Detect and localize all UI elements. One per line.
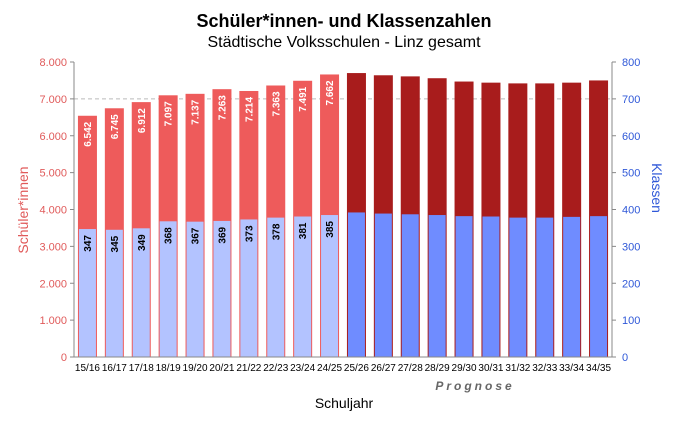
bar-klassen-34-35 <box>590 216 608 357</box>
data-label-klassen: 368 <box>164 227 175 244</box>
labels-layer: 15/16 6.542 347 16/17 6.745 345 17/18 6.912 349 1… <box>75 80 612 374</box>
data-label-klassen: 347 <box>83 235 94 252</box>
y-left-tick-label: 8.000 <box>39 57 67 69</box>
y-left-tick-label: 6.000 <box>39 131 67 143</box>
bar-klassen-18-19 <box>159 221 177 357</box>
x-tick-label: 26/27 <box>371 363 396 374</box>
data-label-schueler: 6.542 <box>83 121 94 146</box>
data-label-schueler: 6.745 <box>110 114 121 139</box>
bar-klassen-26-27 <box>374 213 392 357</box>
x-tick-label: 20/21 <box>209 363 234 374</box>
axes-layer: 0 1.000 2.000 3.000 4.000 5.000 6.000 7.000 8.00… <box>39 57 640 364</box>
x-tick-label: 28/29 <box>425 363 450 374</box>
y-axis-right-label: Klassen <box>649 163 665 213</box>
data-label-klassen: 349 <box>137 234 148 251</box>
bar-klassen-30-31 <box>482 216 500 357</box>
y-left-tick-label: 4.000 <box>39 205 67 217</box>
bar-klassen-32-33 <box>536 217 554 357</box>
bar-klassen-21-22 <box>240 219 258 357</box>
data-label-schueler: 7.491 <box>298 86 309 111</box>
x-tick-label: 17/18 <box>129 363 154 374</box>
x-tick-label: 19/20 <box>183 363 208 374</box>
x-tick-label: 15/16 <box>75 363 100 374</box>
bar-klassen-20-21 <box>213 220 231 357</box>
x-tick-label: 25/26 <box>344 363 369 374</box>
y-right-tick-label: 600 <box>622 131 640 143</box>
y-right-tick-label: 400 <box>622 205 640 217</box>
bar-klassen-27-28 <box>401 214 419 357</box>
y-left-tick-label: 5.000 <box>39 168 67 180</box>
y-right-tick-label: 500 <box>622 168 640 180</box>
x-tick-label: 21/22 <box>236 363 261 374</box>
bar-klassen-29-30 <box>455 216 473 357</box>
data-label-klassen: 373 <box>244 225 255 242</box>
y-right-tick-label: 300 <box>622 241 640 253</box>
bar-klassen-24-25 <box>321 215 339 357</box>
chart-subtitle: Städtische Volksschulen - Linz gesamt <box>207 34 481 51</box>
bar-klassen-28-29 <box>428 215 446 357</box>
y-right-tick-label: 800 <box>622 57 640 69</box>
data-label-schueler: 7.214 <box>244 97 255 122</box>
bar-klassen-25-26 <box>347 212 365 357</box>
x-tick-label: 18/19 <box>156 363 181 374</box>
bar-klassen-23-24 <box>294 216 312 357</box>
x-tick-label: 22/23 <box>263 363 288 374</box>
y-right-tick-label: 700 <box>622 94 640 106</box>
x-tick-label: 34/35 <box>586 363 611 374</box>
bar-klassen-16-17 <box>105 229 123 357</box>
x-tick-label: 33/34 <box>559 363 584 374</box>
y-axis-left-label: Schüler*innen <box>15 166 31 253</box>
y-left-tick-label: 2.000 <box>39 278 67 290</box>
bar-klassen-17-18 <box>132 228 150 357</box>
y-left-tick-label: 3.000 <box>39 241 67 253</box>
bar-klassen-19-20 <box>186 221 204 357</box>
chart-title: Schüler*innen- und Klassenzahlen <box>196 11 491 31</box>
data-label-schueler: 7.097 <box>164 101 175 126</box>
y-right-tick-label: 100 <box>622 315 640 327</box>
y-left-tick-label: 0 <box>61 352 67 364</box>
data-label-schueler: 7.363 <box>271 91 282 116</box>
data-label-klassen: 378 <box>271 223 282 240</box>
bar-klassen-31-32 <box>509 217 527 357</box>
x-tick-label: 23/24 <box>290 363 315 374</box>
data-label-schueler: 7.662 <box>325 80 336 105</box>
y-left-tick-label: 7.000 <box>39 94 67 106</box>
bar-klassen-22-23 <box>267 217 285 357</box>
x-tick-label: 24/25 <box>317 363 342 374</box>
bars-layer <box>77 73 609 358</box>
data-label-klassen: 385 <box>325 221 336 238</box>
x-axis-label: Schuljahr <box>315 395 374 411</box>
bar-klassen-15-16 <box>78 229 96 357</box>
y-left-tick-label: 1.000 <box>39 315 67 327</box>
bar-klassen-33-34 <box>563 216 581 357</box>
x-tick-label: 16/17 <box>102 363 127 374</box>
data-label-schueler: 7.263 <box>217 95 228 120</box>
prognose-annotation: Prognose <box>435 379 514 393</box>
data-label-schueler: 6.912 <box>137 108 148 133</box>
y-right-tick-label: 0 <box>622 352 628 364</box>
data-label-klassen: 381 <box>298 222 309 239</box>
data-label-klassen: 345 <box>110 235 121 252</box>
x-tick-label: 29/30 <box>452 363 477 374</box>
data-label-schueler: 7.137 <box>191 99 202 124</box>
x-tick-label: 31/32 <box>505 363 530 374</box>
y-right-tick-label: 200 <box>622 278 640 290</box>
x-tick-label: 27/28 <box>398 363 423 374</box>
x-tick-label: 30/31 <box>478 363 503 374</box>
data-label-klassen: 369 <box>217 226 228 243</box>
data-label-klassen: 367 <box>191 227 202 244</box>
x-tick-label: 32/33 <box>532 363 557 374</box>
